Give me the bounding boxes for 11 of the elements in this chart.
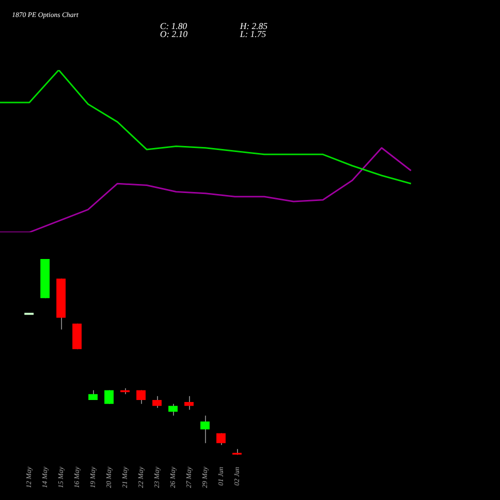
candlestick bbox=[136, 390, 146, 404]
text: L: 1.75 bbox=[239, 29, 266, 39]
text: C: 1.80 bbox=[160, 21, 188, 31]
candlestick bbox=[104, 390, 114, 404]
candlestick bbox=[168, 403, 178, 416]
text: O: 2.10 bbox=[160, 29, 188, 39]
candlestick bbox=[152, 396, 162, 408]
text: H: 2.85 bbox=[239, 21, 268, 31]
candlestick bbox=[88, 390, 98, 400]
candlestick bbox=[184, 396, 194, 410]
candlestick bbox=[200, 415, 210, 444]
